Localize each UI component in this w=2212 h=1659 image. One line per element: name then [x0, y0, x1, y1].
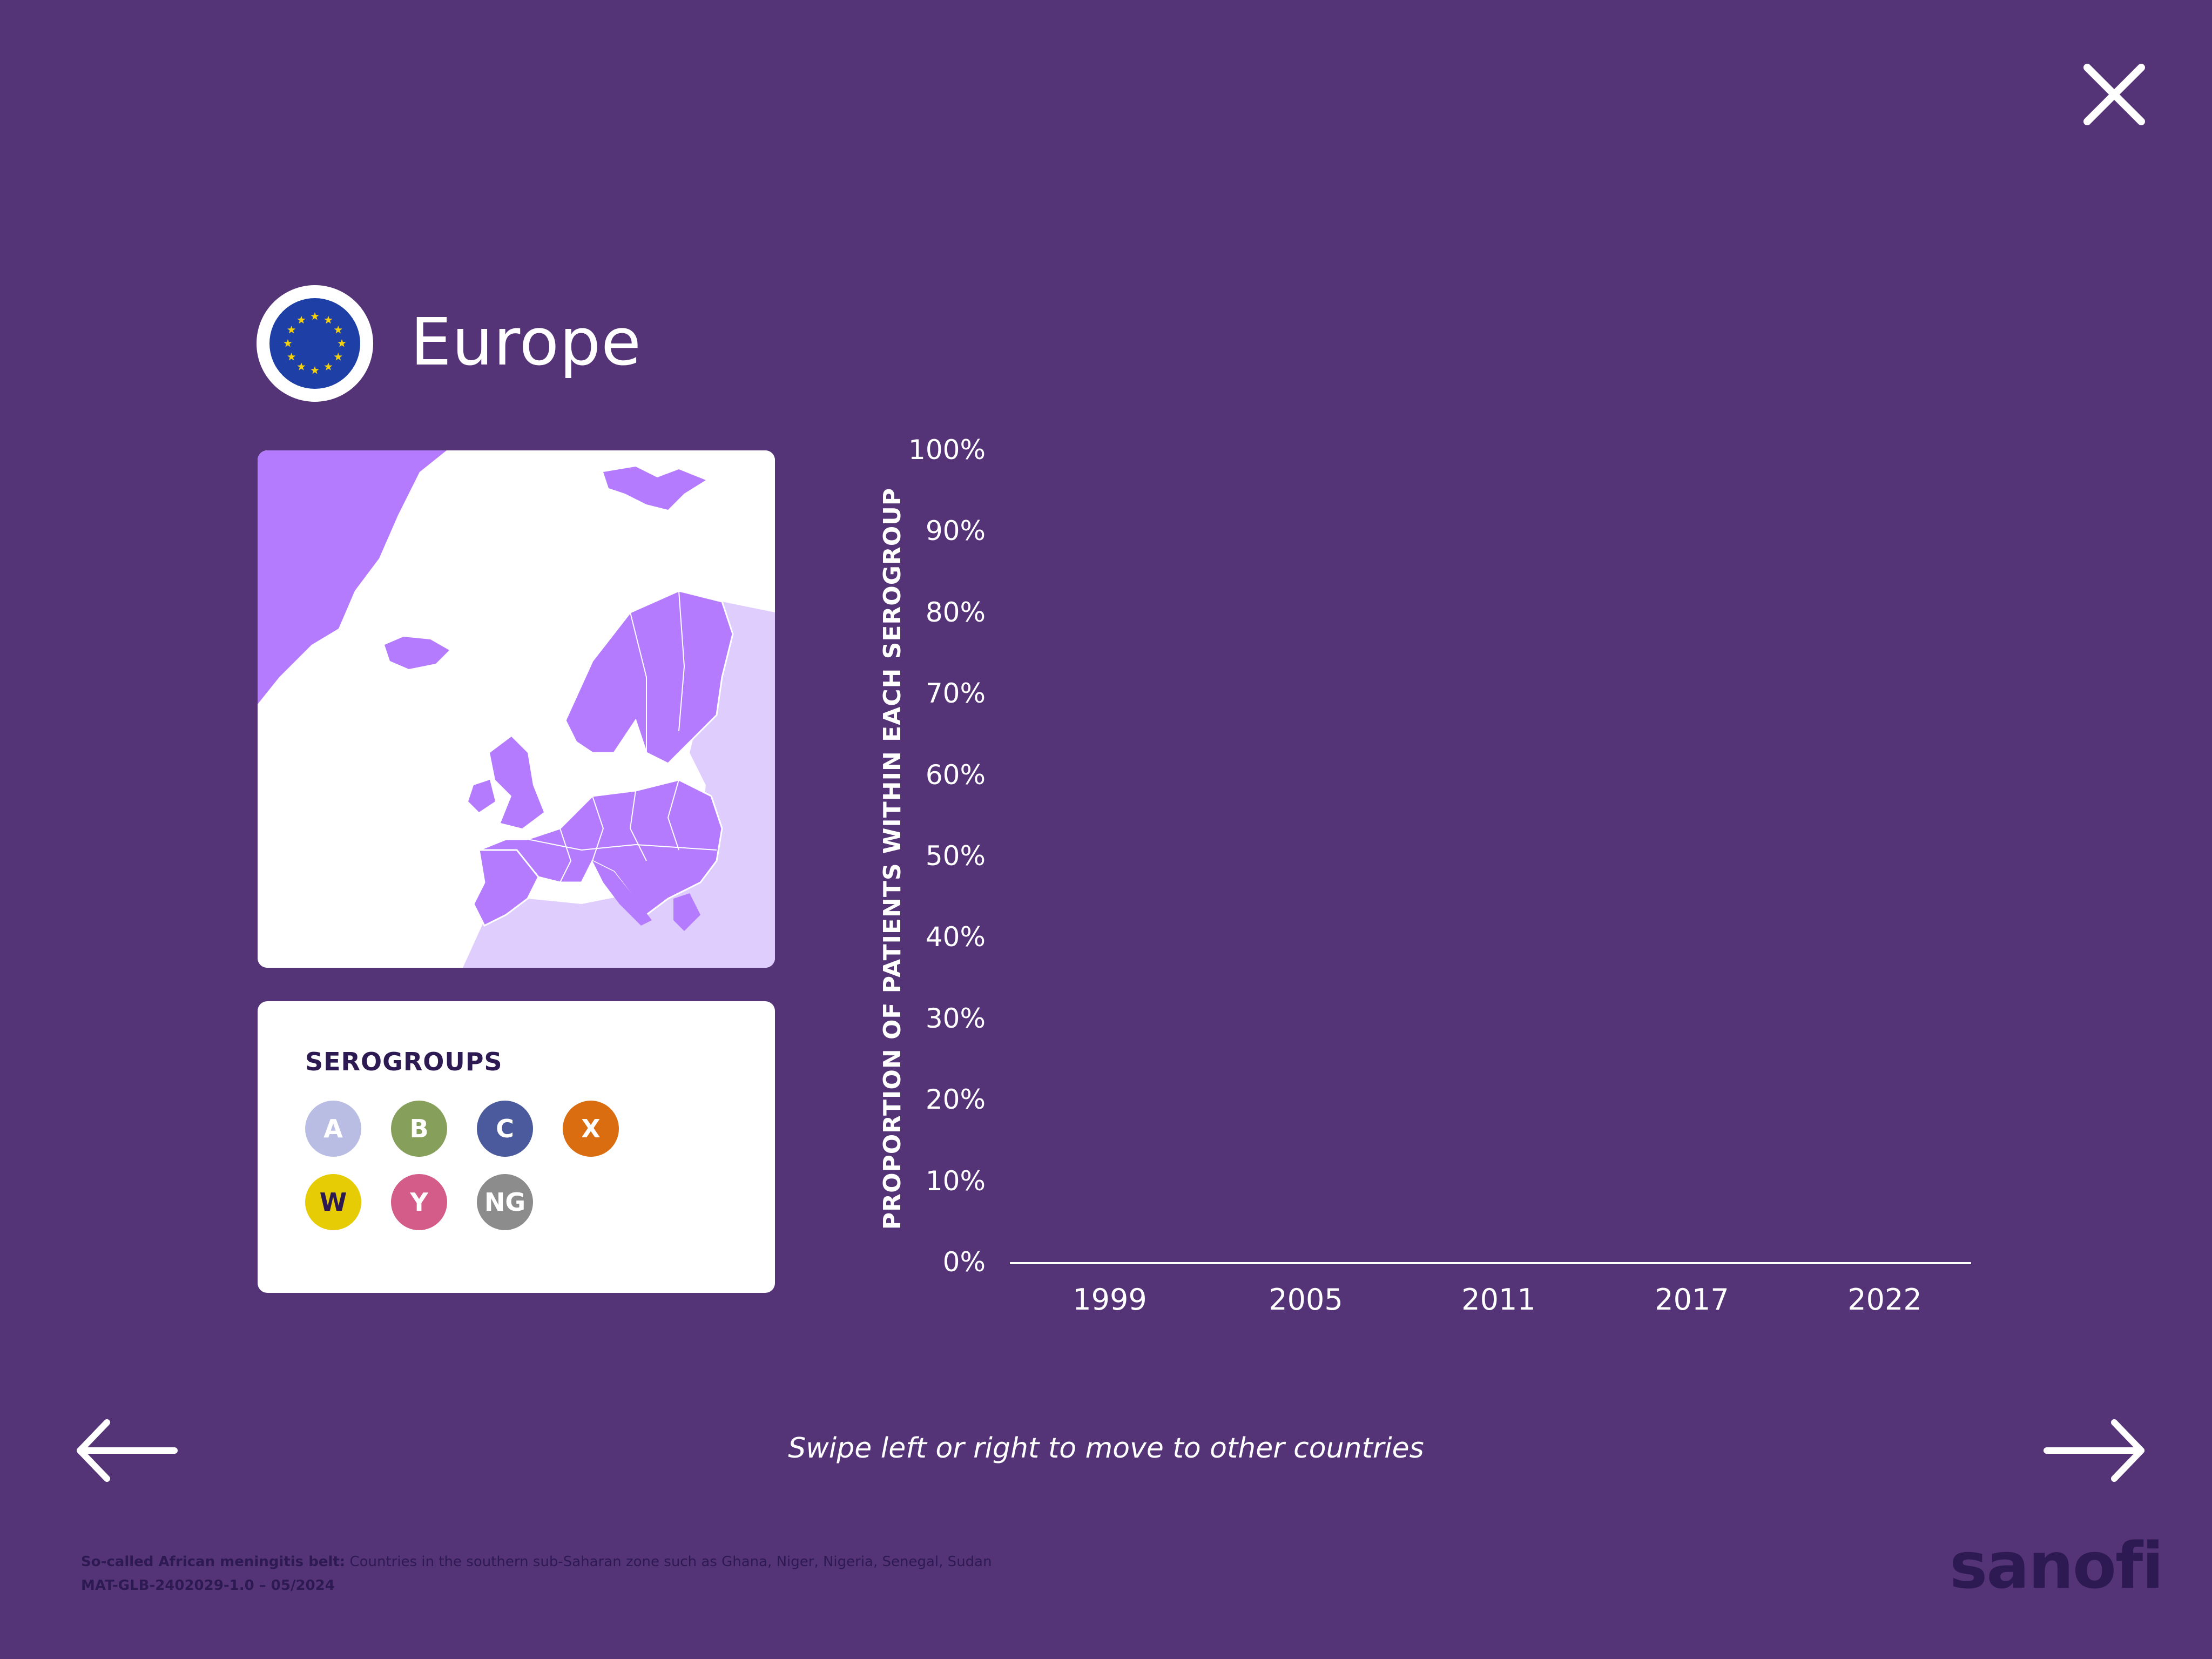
flag-star [324, 315, 333, 324]
x-tick-label: 2017 [1655, 1283, 1729, 1317]
y-axis-label: PROPORTION OF PATIENTS WITHIN EACH SEROG… [878, 487, 906, 1230]
serogroup-y-chip[interactable]: Y [391, 1174, 447, 1230]
footnote: So-called African meningitis belt: Count… [81, 1550, 992, 1597]
x-tick-label: 2022 [1847, 1283, 1922, 1317]
x-tick-label: 2011 [1461, 1283, 1536, 1317]
iceland-shape [385, 637, 449, 669]
italy-shape [592, 861, 652, 926]
flag-star [311, 366, 319, 374]
y-tick-label: 100% [908, 434, 986, 466]
region-map [258, 450, 775, 968]
serogroup-a-chip[interactable]: A [305, 1101, 361, 1157]
document-code: MAT-GLB-2402029-1.0 – 05/2024 [81, 1577, 335, 1594]
close-icon [2083, 64, 2145, 125]
flag-star [297, 362, 306, 370]
footnote-line: So-called African meningitis belt: Count… [81, 1550, 992, 1574]
flag-star [334, 353, 342, 361]
arrow-right-icon [2044, 1419, 2144, 1482]
x-tick-label: 2005 [1269, 1283, 1343, 1317]
legend-card: SEROGROUPS A B C X W Y NG [258, 1001, 775, 1293]
greenland-shape [258, 450, 447, 704]
serogroup-w-chip[interactable]: W [305, 1174, 361, 1230]
serogroup-ng-chip[interactable]: NG [477, 1174, 533, 1230]
flag-star [338, 339, 346, 347]
flag-star [311, 312, 319, 320]
greece-shape [673, 893, 700, 931]
footnote-text: Countries in the southern sub-Saharan zo… [345, 1554, 992, 1570]
previous-country-button[interactable] [75, 1418, 180, 1483]
x-axis-line [1010, 1262, 1971, 1264]
legend-title: SEROGROUPS [305, 1047, 503, 1076]
eu-flag-icon [257, 285, 373, 402]
flag-star [284, 339, 292, 347]
sanofi-logo: sanofi [1950, 1528, 2164, 1603]
flag-star [287, 353, 296, 361]
flag-star [287, 326, 296, 334]
page-title: Europe [410, 305, 642, 380]
svalbard-shape [603, 467, 706, 510]
serogroup-x-chip[interactable]: X [563, 1101, 619, 1157]
y-tick-label: 0% [942, 1246, 986, 1278]
flag-star [334, 326, 342, 334]
europe-map [258, 450, 775, 968]
next-country-button[interactable] [2041, 1418, 2147, 1483]
ireland-shape [468, 780, 495, 812]
serogroup-c-chip[interactable]: C [477, 1101, 533, 1157]
uk-shape [490, 737, 544, 828]
close-button[interactable] [2082, 62, 2147, 127]
iberia-shape [473, 849, 539, 927]
x-tick-label: 1999 [1073, 1283, 1147, 1317]
scandinavia-shape [564, 590, 734, 765]
flag-star [297, 315, 306, 324]
arrow-left-icon [77, 1419, 178, 1482]
swipe-hint: Swipe left or right to move to other cou… [788, 1432, 1424, 1465]
footnote-term: So-called African meningitis belt: [81, 1554, 346, 1570]
serogroup-b-chip[interactable]: B [391, 1101, 447, 1157]
flag-star [324, 362, 333, 370]
